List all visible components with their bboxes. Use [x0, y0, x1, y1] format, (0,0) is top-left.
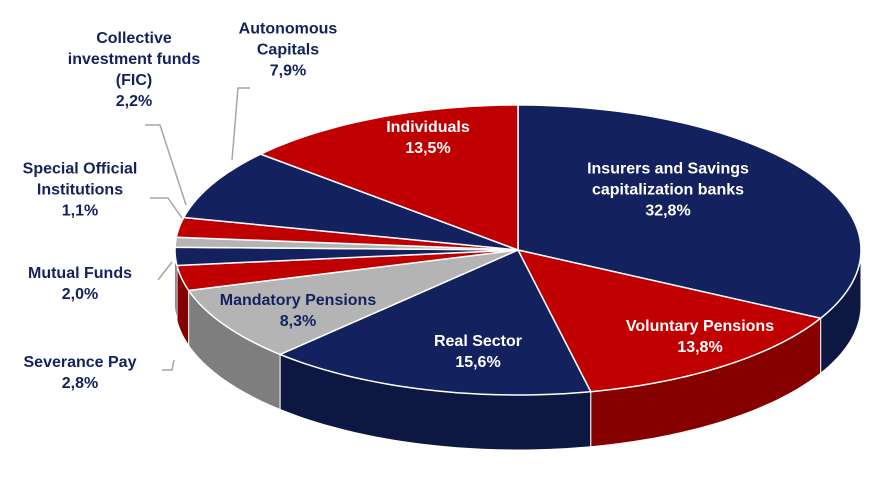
- slice-name: Real Sector: [433, 333, 523, 350]
- data-label: Mutual Funds 2,0%: [0, 263, 160, 305]
- slice: [517, 104, 862, 320]
- slice-name: Mandatory Pensions: [219, 292, 377, 309]
- leader-line: [150, 197, 183, 219]
- slice: [278, 249, 592, 396]
- slice: [174, 246, 519, 267]
- slice: [516, 248, 823, 393]
- slice-value: 8,3%: [279, 313, 317, 330]
- leader-line: [231, 87, 250, 161]
- slice-name: Insurers and Savings capitalization bank…: [587, 160, 749, 199]
- data-label: Insurers and Savings capitalization bank…: [563, 159, 773, 222]
- slice-value: 13,8%: [677, 339, 723, 356]
- slice-value: 2,0%: [61, 286, 99, 303]
- slice-value: 7,9%: [269, 62, 307, 80]
- leader-line: [145, 124, 187, 206]
- data-label: Mandatory Pensions 8,3%: [183, 290, 413, 332]
- data-label: Severance Pay 2,8%: [0, 352, 165, 394]
- data-label: Special Official Institutions 1,1%: [0, 159, 160, 222]
- slice: [258, 104, 519, 252]
- slice: [187, 249, 519, 356]
- leader-line: [162, 359, 175, 371]
- data-label: Collective investment funds (FIC) 2,2%: [54, 28, 214, 112]
- slice: [182, 153, 519, 251]
- slice-value: 15,6%: [455, 354, 501, 371]
- slice-value: 32,8%: [645, 202, 691, 220]
- data-label: Voluntary Pensions 13,8%: [590, 316, 810, 358]
- slice-name: Special Official Institutions: [22, 160, 138, 199]
- slice-value: 13,5%: [405, 140, 451, 157]
- data-label: Real Sector 15,6%: [398, 331, 558, 373]
- slice-name: Severance Pay: [23, 354, 137, 371]
- slice-value: 1,1%: [61, 202, 99, 220]
- slice-name: Mutual Funds: [28, 265, 132, 282]
- slice-value: 2,8%: [61, 375, 99, 392]
- slice-name: Autonomous Capitals: [238, 20, 338, 59]
- slice-value: 2,2%: [115, 93, 153, 110]
- slice: [175, 249, 519, 292]
- data-label: Individuals 13,5%: [353, 117, 503, 159]
- leader-line: [157, 261, 173, 281]
- data-label: Autonomous Capitals 7,9%: [218, 19, 358, 82]
- slice-name: Voluntary Pensions: [625, 318, 775, 335]
- slice-name: Collective investment funds (FIC): [67, 30, 201, 89]
- slice-name: Individuals: [386, 119, 470, 136]
